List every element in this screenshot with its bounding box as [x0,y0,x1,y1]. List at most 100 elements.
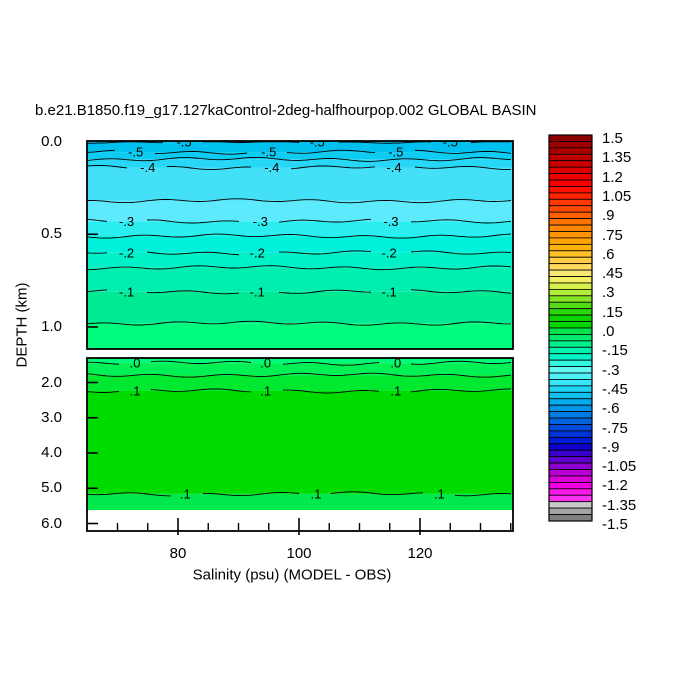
colorbar-box [548,379,593,387]
colorbar-box [548,481,593,490]
lower-panel-border [86,357,514,532]
colorbar-label: -1.35 [602,496,637,514]
x-axis-title: Salinity (psu) (MODEL - OBS) [192,566,392,584]
colorbar-label: 1.5 [602,130,623,147]
colorbar-label: 1.2 [602,168,623,186]
contour-band [87,167,513,201]
x-tick-label: 100 [286,545,312,562]
colorbar-box [548,282,593,290]
colorbar-box [548,147,593,155]
contour-label: -.1 [250,284,265,299]
colorbar-label: .75 [602,226,623,244]
colorbar-label: 1.35 [602,149,632,167]
contour-label: -.1 [382,284,397,299]
contour-label: -.3 [383,214,398,229]
contour-label: -.4 [386,160,401,175]
contour-line [87,491,512,497]
colorbar-box [548,224,593,232]
colorbar-box [548,430,593,438]
colorbar-box [548,179,593,187]
contour-band [87,510,513,531]
contour-line [87,388,512,394]
contour-line [87,250,512,256]
colorbar-box [548,263,593,271]
contour-line [87,265,512,271]
colorbar-box [548,134,593,142]
colorbar-box [548,462,593,470]
contour-band [87,375,513,391]
colorbar-box [548,250,593,258]
contour-line [87,233,512,239]
colorbar-box [548,308,593,316]
colorbar-box [548,166,593,174]
contour-label: -.4 [264,160,279,175]
colorbar-box [548,141,593,149]
contour-band [87,390,513,494]
contour-band [87,252,513,268]
colorbar-box [548,153,593,162]
y-tick-label: 1.0 [41,318,62,335]
contour-line [87,360,512,366]
colorbar-box [548,334,593,342]
contour-line [87,198,512,204]
upper-panel: -.5 -.5 -.5-.5 -.5 -.5-.4 -.4 -.4-.3 -.3 -.3-.2-… [87,135,513,349]
colorbar-label: -.6 [602,400,620,418]
colorbar-label: -.45 [602,380,628,398]
contour-label: -.2 [119,245,134,260]
colorbar-box [548,192,593,200]
contour-band [87,493,513,511]
colorbar-box [548,160,593,168]
colorbar-box [548,494,593,503]
contour-band [87,200,513,222]
contour-label: -.3 [253,214,268,229]
colorbar-box [548,243,593,252]
colorbar-box [548,256,593,265]
colorbar-label: -1.05 [602,458,637,476]
contour-label: .0 [130,356,141,371]
contour-label: .1 [390,383,401,398]
contour-label: -.5 [388,145,403,160]
contour-label: -.2 [382,245,397,260]
contour-band [87,236,513,253]
colorbar-box [548,314,593,322]
colorbar-box [548,385,593,393]
x-tick-label: 80 [169,545,187,562]
colorbar-box [548,507,593,515]
contour-label: .1 [260,383,271,398]
contour-band [87,221,513,237]
colorbar-box [548,237,593,245]
colorbar-box [548,449,593,458]
lower-panel: .0 .0 .0 .1 .1 .1 .1 .1 .1 [87,356,513,531]
contour-label: -.5 [443,135,458,150]
colorbar-box [548,211,593,220]
colorbar-box [548,417,593,425]
colorbar-box [548,321,593,329]
y-tick-label: 2.0 [41,373,62,391]
contour-label: -.5 [176,135,191,150]
contour-line [87,372,512,378]
colorbar-label: -.3 [602,361,620,379]
colorbar-box [548,327,593,335]
contour-label: .0 [390,356,401,371]
colorbar-box [548,488,593,496]
contour-band [87,291,513,324]
colorbar-label: .0 [602,323,615,340]
contour-band [87,141,513,153]
colorbar-label: -.15 [602,342,628,360]
contour-line [87,164,512,170]
colorbar-box [548,514,593,522]
colorbar-box [548,456,593,464]
contour-label: .1 [180,486,191,501]
contour-band [87,363,513,376]
colorbar-box [548,398,593,406]
colorbar-box [548,186,593,194]
contour-label: -.1 [119,284,134,299]
contour-line [87,156,512,162]
colorbar-box [548,366,593,374]
colorbar-box [548,340,593,348]
contour-line [87,289,512,295]
colorbar-box [548,353,593,361]
colorbar-label: .3 [602,284,615,302]
contour-label: .1 [434,486,445,501]
